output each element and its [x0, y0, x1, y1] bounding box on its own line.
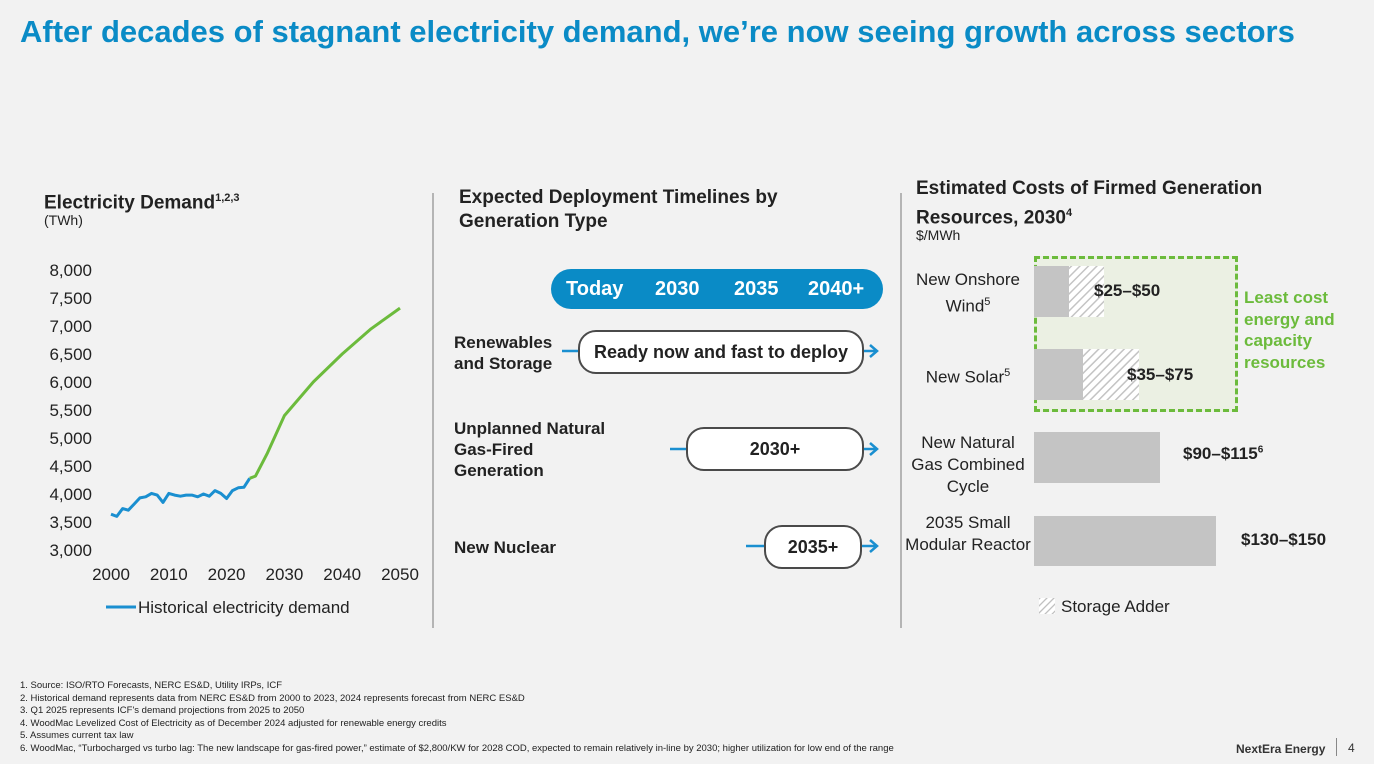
brand-logo-text: NextEra Energy	[1236, 742, 1326, 756]
y-tick-label: 5,000	[49, 429, 92, 448]
timeline-header-today: Today	[566, 278, 624, 300]
gas-arrow-icon	[869, 442, 879, 456]
cat-solar-label: New Solar5	[904, 362, 1032, 389]
row-label-nuclear: New Nuclear	[454, 538, 557, 557]
pill-nuclear: 2035+	[764, 525, 862, 569]
y-tick-label: 8,000	[49, 261, 92, 280]
timeline-header: Today 2030 2035 2040+	[551, 269, 883, 309]
y-tick-label: 4,500	[49, 457, 92, 476]
timeline-title: Expected Deployment Timelines by Generat…	[459, 187, 778, 232]
bar-base-solar	[1034, 349, 1083, 400]
footnote-4: 4. WoodMac Levelized Cost of Electricity…	[20, 717, 447, 729]
cost-title-sup: 4	[1066, 207, 1073, 219]
storage-legend-swatch	[1039, 598, 1055, 614]
x-tick-label: 2000	[92, 565, 130, 584]
value-smr: $130–$150	[1241, 530, 1327, 549]
historical-demand-line	[110, 477, 251, 518]
page-number: 4	[1348, 741, 1355, 755]
x-tick-label: 2010	[150, 565, 188, 584]
demand-title-sup: 1,2,3	[215, 192, 240, 204]
cost-bar-chart	[1034, 266, 1216, 566]
demand-title-text: Electricity Demand	[44, 192, 216, 214]
cost-title: Estimated Costs of Firmed Generation Res…	[916, 177, 1326, 230]
y-tick-label: 7,500	[49, 289, 92, 308]
x-tick-label: 2050	[381, 565, 419, 584]
x-tick-label: 2020	[208, 565, 246, 584]
cat-wind-label: New Onshore Wind5	[904, 269, 1032, 318]
demand-unit: (TWh)	[44, 212, 83, 228]
y-tick-label: 5,500	[49, 401, 92, 420]
bar-base-smr	[1034, 516, 1216, 566]
value-gas-sup: 6	[1257, 444, 1264, 456]
footnote-6: 6. WoodMac, “Turbocharged vs turbo lag: …	[20, 742, 894, 754]
cost-title-text: Estimated Costs of Firmed Generation Res…	[916, 178, 1263, 229]
cat-wind-text: New Onshore Wind	[916, 270, 1020, 316]
cat-smr-label: 2035 Small Modular Reactor	[905, 513, 1031, 554]
footnote-1: 1. Source: ISO/RTO Forecasts, NERC ES&D,…	[20, 680, 283, 691]
cat-wind-sup: 5	[984, 296, 991, 308]
timeline-header-2030: 2030	[655, 278, 700, 300]
x-tick-label: 2040	[323, 565, 361, 584]
bar-storage-adder-solar	[1083, 349, 1139, 400]
footnotes: 1. Source: ISO/RTO Forecasts, NERC ES&D,…	[20, 680, 894, 755]
bar-storage-adder-wind	[1069, 266, 1104, 317]
y-tick-label: 6,000	[49, 373, 92, 392]
y-tick-label: 6,500	[49, 345, 92, 364]
forecast-demand-line	[249, 306, 401, 480]
footnote-2: 2. Historical demand represents data fro…	[20, 692, 525, 704]
timeline-header-2035: 2035	[734, 278, 779, 300]
nuclear-arrow-icon	[869, 539, 879, 553]
value-wind: $25–$50	[1094, 281, 1161, 300]
bar-base-gas	[1034, 432, 1160, 483]
demand-title: Electricity Demand1,2,3	[44, 186, 240, 215]
timeline-header-2040: 2040+	[808, 278, 865, 300]
footnote-3: 3. Q1 2025 represents ICF's demand proje…	[20, 705, 305, 716]
page-title: After decades of stagnant electricity de…	[20, 14, 1295, 49]
cat-solar-sup: 5	[1004, 367, 1011, 379]
demand-line-chart: 3,000 3,500 4,000 4,500 5,000 5,500 6,000 6,500…	[49, 261, 419, 617]
pill-gas: 2030+	[686, 427, 864, 471]
row-label-gas: Unplanned Natural Gas-Fired Generation	[454, 419, 606, 480]
value-gas-text: $90–$115	[1183, 444, 1258, 463]
least-cost-label: Least cost energy and capacity resources	[1244, 288, 1335, 372]
storage-legend-label: Storage Adder	[1061, 597, 1170, 616]
x-tick-label: 2030	[265, 565, 303, 584]
pill-renewables: Ready now and fast to deploy	[578, 330, 864, 374]
cat-solar-text: New Solar	[925, 367, 1005, 387]
page-separator	[1336, 738, 1337, 756]
divider-left	[432, 193, 434, 628]
value-solar: $35–$75	[1127, 365, 1194, 384]
y-tick-label: 3,000	[49, 541, 92, 560]
footnote-5: 5. Assumes current tax law	[20, 730, 134, 741]
cost-unit: $/MWh	[916, 227, 961, 243]
value-gas: $90–$1156	[1183, 444, 1263, 464]
storage-legend-swatch-icon	[1039, 598, 1055, 614]
renewables-arrow-icon	[869, 344, 879, 358]
y-tick-label: 3,500	[49, 513, 92, 532]
bar-base-wind	[1034, 266, 1069, 317]
cat-gas-label: New Natural Gas Combined Cycle	[911, 433, 1025, 496]
y-tick-label: 7,000	[49, 317, 92, 336]
row-label-renewables: Renewables and Storage	[454, 333, 553, 373]
divider-right	[900, 193, 902, 628]
legend-historical-label: Historical electricity demand	[138, 598, 350, 617]
y-tick-label: 4,000	[49, 485, 92, 504]
